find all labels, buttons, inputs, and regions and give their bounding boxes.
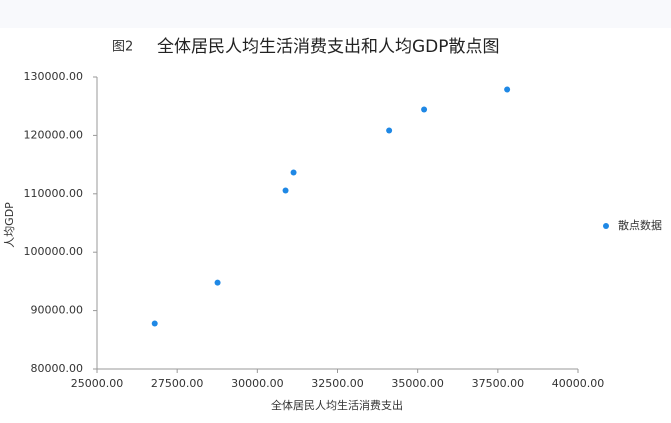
top-band: [0, 0, 671, 28]
y-tick-label: 100000.00: [24, 245, 84, 258]
x-tick-label: 32500.00: [311, 377, 364, 390]
y-axis-title: 人均GDP: [3, 202, 16, 248]
x-tick-label: 30000.00: [231, 377, 284, 390]
point: [504, 86, 511, 93]
y-tick-label: 110000.00: [24, 187, 84, 200]
legend-label: 散点数据: [618, 218, 662, 232]
x-tick-label: 37500.00: [472, 377, 525, 390]
point: [386, 127, 393, 134]
figure-label: 图2: [112, 40, 133, 55]
chart-title: 全体居民人均生活消费支出和人均GDP散点图: [157, 37, 500, 57]
point: [282, 187, 289, 194]
y-tick-label: 90000.00: [31, 304, 84, 317]
y-tick-label: 130000.00: [24, 70, 84, 83]
point: [421, 106, 428, 113]
y-tick-label: 120000.00: [24, 128, 84, 141]
y-tick-label: 80000.00: [31, 362, 84, 375]
x-axis-title: 全体居民人均生活消费支出: [271, 398, 403, 412]
point: [151, 320, 158, 327]
point: [214, 279, 221, 286]
x-tick-label: 35000.00: [391, 377, 444, 390]
x-tick-label: 27500.00: [151, 377, 204, 390]
x-tick-label: 25000.00: [71, 377, 124, 390]
point: [290, 169, 297, 176]
x-tick-label: 40000.00: [552, 377, 605, 390]
legend-marker: [603, 223, 609, 229]
